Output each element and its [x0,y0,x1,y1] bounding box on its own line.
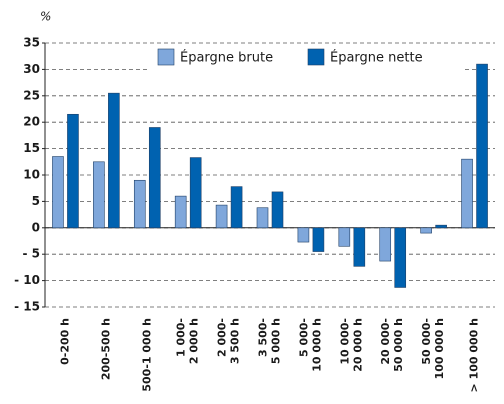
y-tick-label: - 15 [14,300,40,314]
bar [394,227,407,288]
bar [338,227,351,247]
x-tick-label: 10 000- [338,318,351,365]
bar [148,127,161,229]
bar [435,224,447,229]
x-tick-label: 20 000- [379,318,392,365]
x-tick-label: 5 000- [297,318,310,357]
y-tick-label: 15 [23,141,40,155]
legend-swatch [307,48,325,66]
bar [93,161,105,229]
x-tick-label: 3 500 h [229,318,242,364]
bar [230,186,243,229]
bar [52,156,64,229]
bar [189,157,202,229]
legend-label: Épargne nette [330,50,423,66]
bar [476,63,488,229]
bar [312,227,325,252]
legend-box [150,44,462,70]
bar [353,227,366,267]
x-tick-label: 50 000 h [392,318,405,372]
bar [108,92,120,229]
bar [174,195,187,229]
bar [379,227,392,262]
x-tick-label: 1 000- [175,318,188,357]
y-tick-label: 20 [23,115,40,129]
bar [67,113,79,229]
x-tick-label: 0-200 h [58,318,71,365]
x-tick-label: 5 000 h [270,318,283,364]
x-tick-label: 100 000 h [433,318,446,379]
y-tick-label: 0 [32,220,40,234]
y-tick-label: 25 [23,88,40,102]
bar [133,179,146,229]
unit-label: % [40,10,51,24]
x-tick-label: 50 000- [420,318,433,365]
x-tick-label: 10 000 h [310,318,323,372]
legend-swatch [157,48,175,66]
y-tick-label: - 10 [14,273,40,287]
bar [271,191,284,229]
x-tick-label: 500-1 000 h [140,318,153,392]
x-tick-label: 200-500 h [99,318,112,380]
bar [215,204,228,229]
y-tick-label: 5 [32,194,40,208]
x-tick-label: 20 000 h [351,318,364,372]
bar [297,227,310,243]
x-tick-label: 3 500- [257,318,270,357]
bar [461,158,473,229]
x-tick-label: > 100 000 h [468,318,481,392]
bar [256,207,269,229]
y-tick-label: 30 [23,62,40,76]
x-tick-label: 2 000- [216,318,229,357]
y-tick-label: 10 [23,168,40,182]
x-tick-label: 2 000 h [188,318,201,364]
bar [420,227,432,234]
y-tick-label: 35 [23,36,40,50]
legend-label: Épargne brute [180,50,273,66]
y-tick-label: - 5 [22,247,40,261]
